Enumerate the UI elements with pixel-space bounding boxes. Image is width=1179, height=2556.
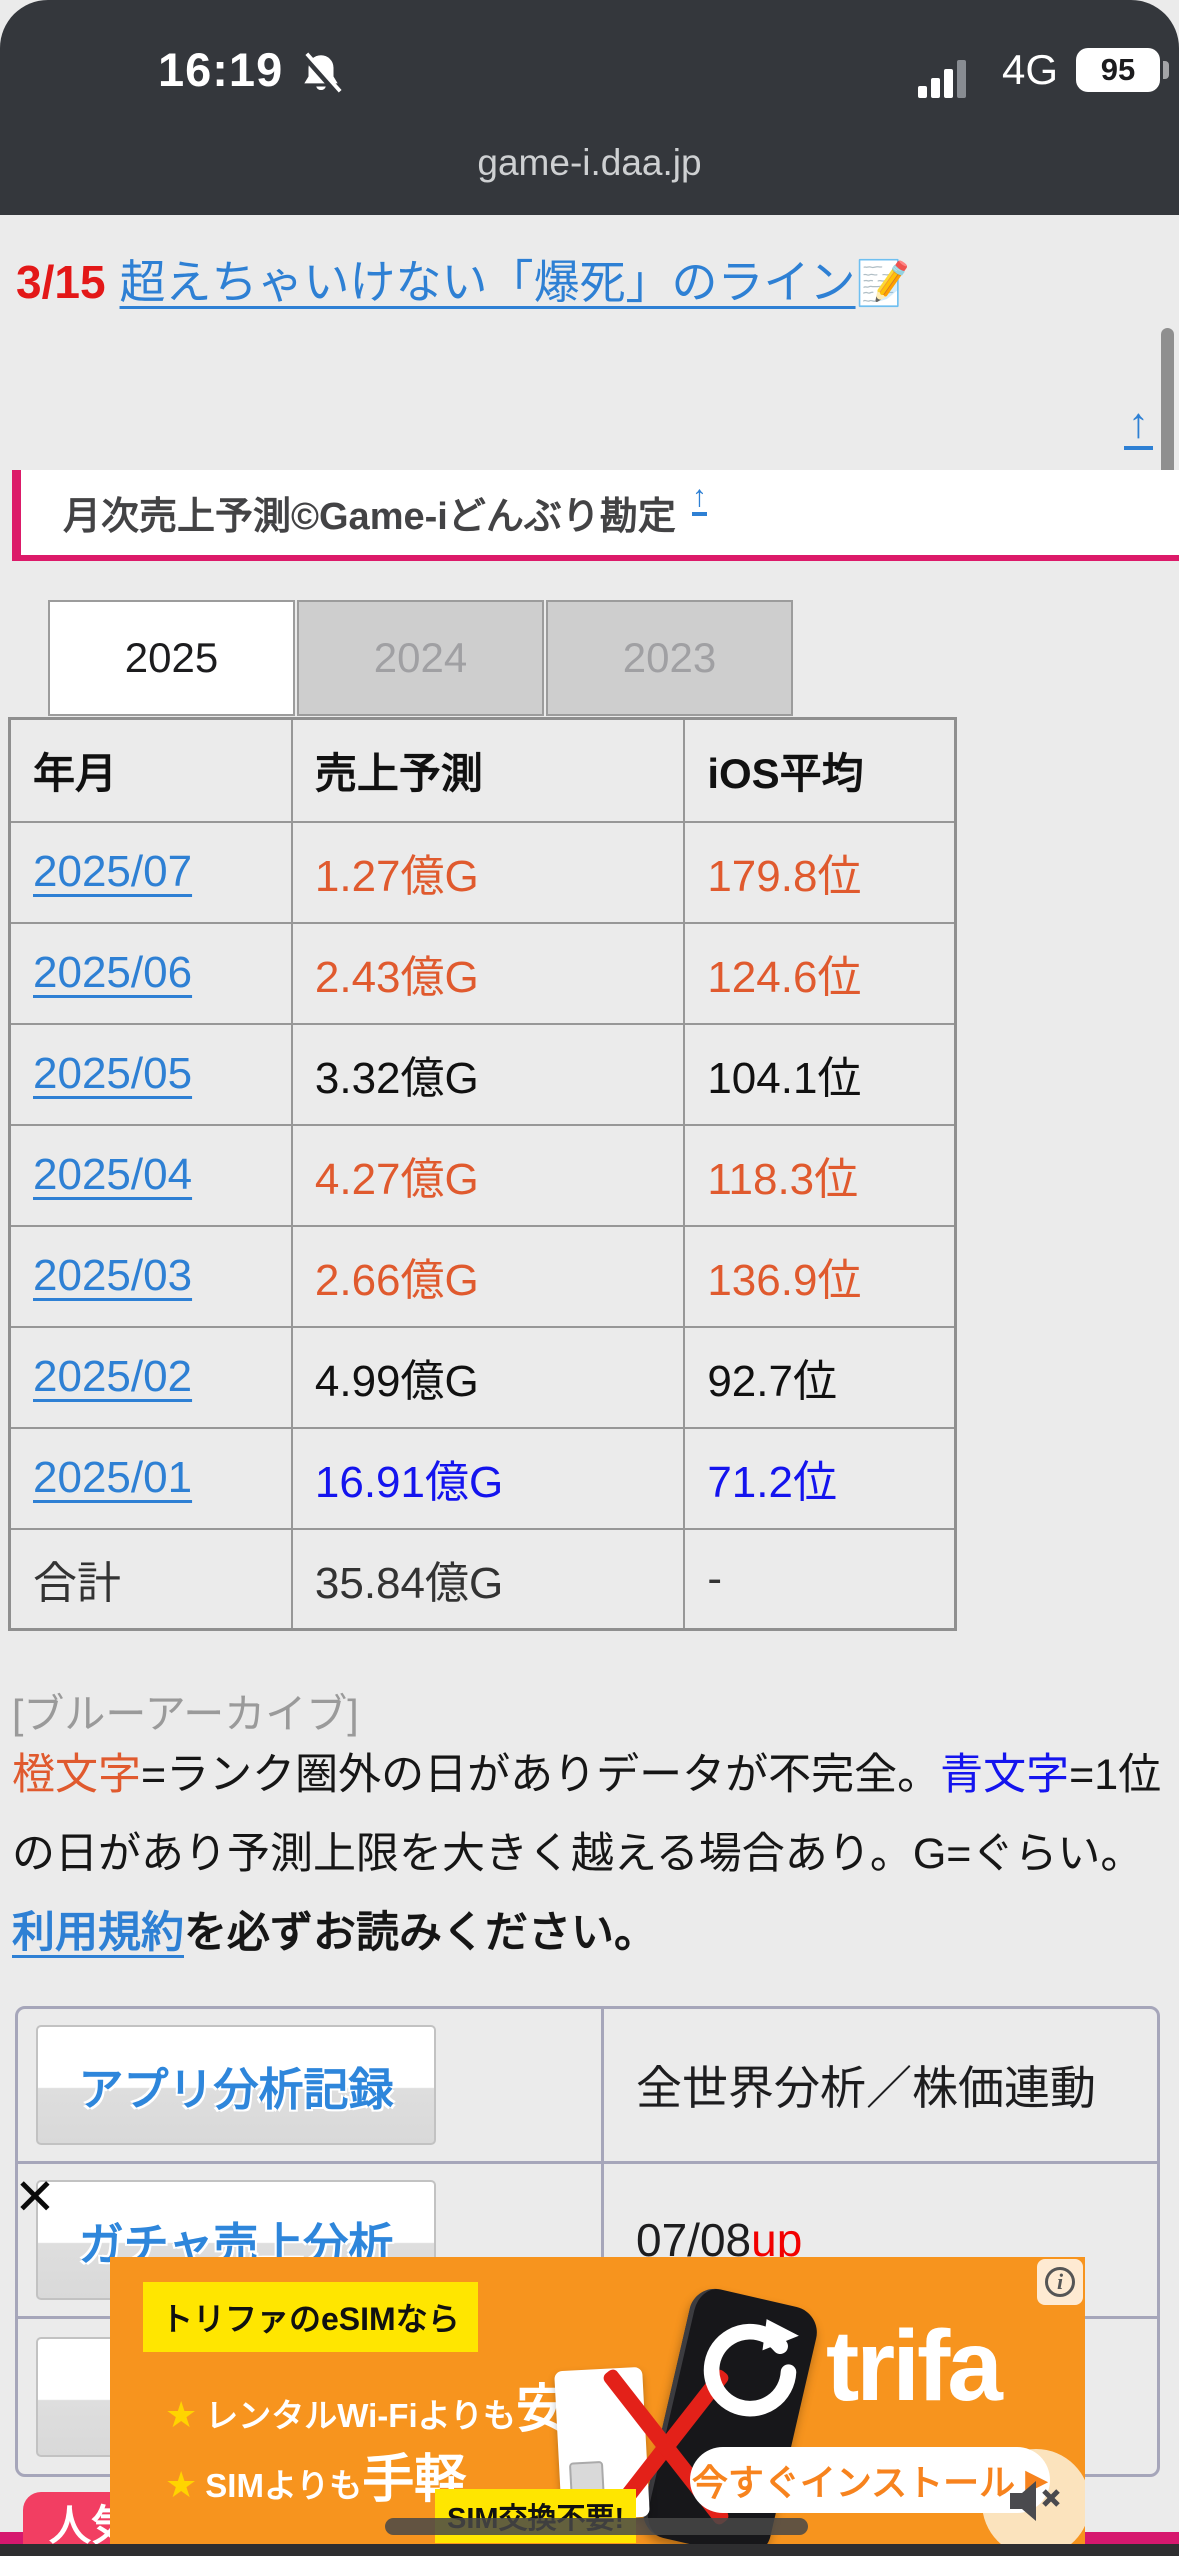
trifa-wordmark: trifa (826, 2310, 1003, 2422)
trifa-ad-banner[interactable]: i トリファのeSIMなら ★レンタルWi-Fiよりも安く ★SIMよりも手軽 … (110, 2257, 1085, 2545)
clock: 16:19 (158, 43, 284, 96)
month-link[interactable]: 2025/03 (33, 1251, 193, 1300)
address-bar[interactable]: game-i.daa.jp (477, 142, 702, 183)
trifa-logo: trifa (698, 2309, 1003, 2424)
app-analysis-button[interactable]: アプリ分析記録 (36, 2025, 436, 2145)
sales-value: 4.99億G (290, 1325, 686, 1429)
sales-value: 4.27億G (290, 1123, 686, 1227)
month-link[interactable]: 2025/07 (33, 847, 193, 896)
tab-2025[interactable]: 2025 (48, 600, 295, 716)
home-indicator[interactable] (385, 2518, 808, 2535)
legend-blue-term: 青文字 (940, 1751, 1070, 1799)
month-link[interactable]: 2025/05 (33, 1049, 193, 1098)
rank-value: 179.8位 (683, 820, 957, 924)
table-row: 2025/05 3.32億G 104.1位 (8, 1022, 957, 1126)
game-title-label: [ブルーアーカイブ] (12, 1691, 359, 1737)
tab-2024[interactable]: 2024 (297, 600, 544, 716)
battery-indicator: 95 (1076, 48, 1169, 92)
ad-close-icon[interactable]: ✕ (14, 2169, 56, 2225)
ad-benefit-line-2: ★ SIMよりも手軽 (165, 2451, 467, 2509)
rank-value: 136.9位 (683, 1224, 957, 1328)
tab-2023[interactable]: 2023 (546, 600, 793, 716)
month-link[interactable]: 2025/06 (33, 948, 193, 997)
terms-of-use-link[interactable]: 利用規約 (12, 1909, 184, 1957)
sales-value: 16.91億G (290, 1426, 686, 1530)
sales-prediction-table: 年月 売上予測 iOS平均 2025/07 1.27億G 179.8位 2025… (8, 717, 957, 1631)
table-row: 2025/02 4.99億G 92.7位 (8, 1325, 957, 1429)
signal-strength-icon (918, 58, 984, 98)
legend-blue-desc: =1位の日があり予測上限を大きく越える場合あり。G=ぐらい。 (12, 1751, 1162, 1878)
sales-value: 2.66億G (290, 1224, 686, 1328)
col-header-month: 年月 (8, 717, 293, 823)
section-anchor-link[interactable]: ↑ (691, 481, 707, 516)
nav-row: アプリ分析記録 全世界分析／株価連動 (18, 2009, 1157, 2164)
legend-orange-desc: =ランク圏外の日がありデータが不完全。 (141, 1751, 941, 1799)
table-row: 2025/04 4.27億G 118.3位 (8, 1123, 957, 1227)
status-bar: 16:19 4G 95 game-i.daa.jp (0, 0, 1179, 215)
col-header-rank: iOS平均 (683, 717, 957, 823)
trifa-swirl-icon (703, 2318, 799, 2416)
memo-emoji-icon[interactable]: 📝 (855, 259, 911, 308)
back-to-top-link[interactable]: ↑ (1124, 402, 1153, 450)
news-notice: 3/15 超えちゃいけない「爆死」のライン📝 (16, 246, 910, 312)
bottom-edge (0, 2544, 1179, 2556)
sales-value: 1.27億G (290, 820, 686, 924)
rank-value: 118.3位 (683, 1123, 957, 1227)
network-type: 4G (1002, 46, 1059, 93)
total-sales: 35.84億G (290, 1527, 686, 1631)
rank-value: 92.7位 (683, 1325, 957, 1429)
col-header-sales: 売上予測 (290, 717, 686, 823)
month-link[interactable]: 2025/02 (33, 1352, 193, 1401)
ad-info-icon[interactable]: i (1037, 2259, 1083, 2305)
table-row: 2025/06 2.43億G 124.6位 (8, 921, 957, 1025)
table-row: 2025/07 1.27億G 179.8位 (8, 820, 957, 924)
mute-speaker-icon[interactable] (1008, 2479, 1068, 2523)
table-header-row: 年月 売上予測 iOS平均 (8, 717, 957, 823)
section-title: 月次売上予測©Game-iどんぶり勘定 (63, 496, 676, 538)
total-label: 合計 (8, 1527, 293, 1631)
sales-value: 3.32億G (290, 1022, 686, 1126)
install-now-button[interactable]: 今すぐインストール ▶ (690, 2447, 1050, 2513)
rank-value: 104.1位 (683, 1022, 957, 1126)
month-link[interactable]: 2025/01 (33, 1453, 193, 1502)
news-date: 3/15 (16, 256, 106, 308)
nav-row-desc: 全世界分析／株価連動 (636, 2062, 1096, 2114)
legend-orange-term: 橙文字 (12, 1751, 141, 1799)
total-rank: - (683, 1527, 957, 1631)
table-total-row: 合計 35.84億G - (8, 1527, 957, 1631)
notifications-muted-icon (301, 52, 342, 96)
table-row: 2025/01 16.91億G 71.2位 (8, 1426, 957, 1530)
sales-value: 2.43億G (290, 921, 686, 1025)
star-icon: ★ (165, 2464, 198, 2505)
rank-value: 124.6位 (683, 921, 957, 1025)
table-row: 2025/03 2.66億G 136.9位 (8, 1224, 957, 1328)
ad-benefit-line-1: ★レンタルWi-Fiよりも安く (165, 2381, 620, 2439)
month-link[interactable]: 2025/04 (33, 1150, 193, 1199)
section-header: 月次売上予測©Game-iどんぶり勘定 ↑ (12, 470, 1179, 561)
star-icon: ★ (165, 2394, 198, 2435)
legend-terms-suffix: を必ずお読みください。 (184, 1909, 657, 1957)
legend-text: 橙文字=ランク圏外の日がありデータが不完全。青文字=1位の日があり予測上限を大き… (12, 1736, 1172, 1973)
news-link[interactable]: 超えちゃいけない「爆死」のライン (119, 256, 856, 308)
year-tabs: 2025 2024 2023 (48, 600, 795, 716)
ad-top-badge: トリファのeSIMなら (143, 2282, 478, 2352)
rank-value: 71.2位 (683, 1426, 957, 1530)
